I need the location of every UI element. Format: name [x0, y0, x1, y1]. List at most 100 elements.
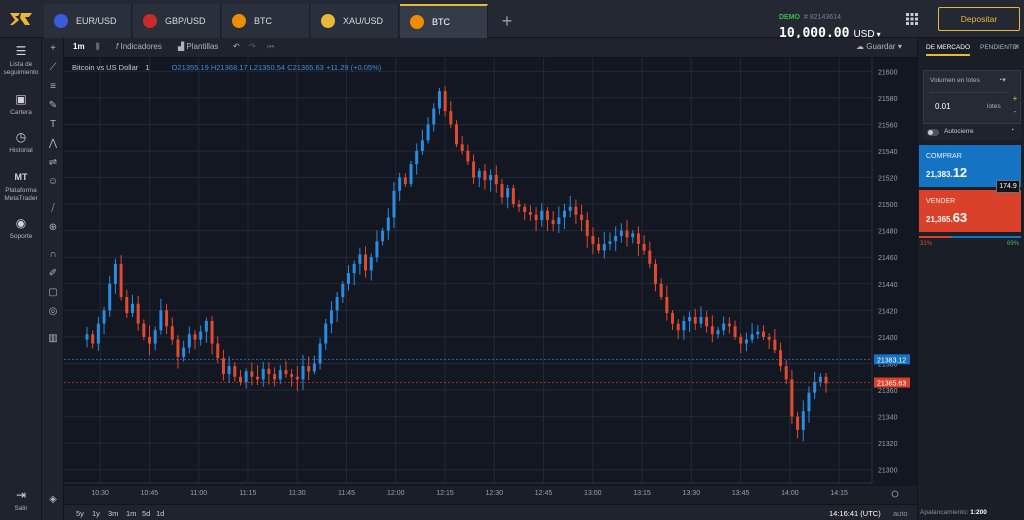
- briefcase-icon: ▣: [15, 92, 27, 106]
- timeframe-5d[interactable]: 5d: [142, 509, 151, 518]
- sentiment-bar: [919, 236, 1021, 238]
- autoclose-toggle[interactable]: [927, 129, 939, 136]
- text-tool-icon[interactable]: T: [49, 119, 57, 130]
- candle: [756, 331, 760, 335]
- auto-scale-toggle[interactable]: auto: [893, 509, 908, 518]
- chevron-down-icon: ▾: [876, 30, 881, 39]
- logout-button[interactable]: ⇥ Salir: [0, 488, 42, 513]
- interval-selector[interactable]: 1m: [73, 42, 85, 51]
- leverage-value: 1:200: [970, 509, 987, 516]
- close-panel-icon[interactable]: ✕: [1014, 44, 1020, 51]
- emoji-icon[interactable]: ☺: [47, 176, 59, 187]
- volume-input[interactable]: 0.01 lotes: [929, 92, 1009, 120]
- candle: [227, 366, 231, 375]
- candle: [608, 241, 612, 244]
- x-tick-label: 11:45: [338, 490, 355, 497]
- x-tick-label: 11:30: [289, 490, 306, 497]
- magnet-icon[interactable]: ∩: [49, 249, 57, 260]
- sell-price-pips: 63: [952, 210, 968, 225]
- candle: [432, 108, 436, 125]
- chart-area[interactable]: 21300 21320 21340 21360 21380 21400 21420 21440…: [64, 58, 917, 498]
- timeframe-1y[interactable]: 1y: [92, 509, 100, 518]
- tab-2[interactable]: BTC: [222, 4, 310, 38]
- candle: [580, 214, 584, 221]
- ruler-icon[interactable]: ⧸: [51, 203, 55, 214]
- candle: [130, 303, 134, 313]
- deposit-button[interactable]: Depositar: [938, 7, 1020, 31]
- decrease-icon[interactable]: -: [1013, 107, 1017, 116]
- x-tick-label: 14:15: [830, 490, 848, 497]
- trendline-icon[interactable]: ⟋: [49, 62, 57, 73]
- increase-icon[interactable]: +: [1012, 94, 1018, 103]
- candle: [85, 334, 89, 340]
- add-tab-button[interactable]: +: [501, 10, 513, 31]
- indicators-button[interactable]: f Indicadores: [116, 42, 162, 51]
- eye-icon[interactable]: ◎: [48, 306, 58, 317]
- pencil-lock-icon[interactable]: ✐: [48, 268, 58, 279]
- timeframe-5y[interactable]: 5y: [76, 509, 84, 518]
- candle: [597, 243, 601, 251]
- zoom-in-icon[interactable]: ⊕: [48, 222, 58, 233]
- nav-support[interactable]: ◉ Soporte: [0, 216, 42, 241]
- flag-icon: [410, 15, 424, 29]
- save-button[interactable]: ☁ Guardar ▾: [856, 42, 902, 51]
- candle: [557, 217, 561, 225]
- lock-icon[interactable]: ▢: [48, 287, 58, 298]
- candle: [790, 379, 794, 417]
- timeframe-1m[interactable]: 1m: [126, 509, 137, 518]
- bid-price-tag: [874, 377, 910, 388]
- layers-icon[interactable]: ◈: [49, 494, 57, 505]
- candle: [642, 243, 646, 251]
- tab-1[interactable]: GBP/USD: [133, 4, 221, 38]
- candle: [165, 310, 169, 327]
- undo-icon[interactable]: ↶: [233, 42, 240, 51]
- tab-3[interactable]: XAU/USD: [311, 4, 399, 38]
- account-balance[interactable]: DEMO # 82143614 10,000.00 USD ▾: [779, 6, 889, 41]
- nav-watchlist[interactable]: ☰ Lista de seguimiento: [0, 44, 42, 77]
- pattern-icon[interactable]: ⋀: [48, 138, 58, 149]
- rewind-icon[interactable]: ⏮: [267, 42, 275, 51]
- utc-clock[interactable]: 14:16:41 (UTC): [829, 509, 881, 518]
- x-tick-label: 13:45: [732, 490, 750, 497]
- measure-lines-icon[interactable]: ⇌: [48, 157, 58, 168]
- candle: [290, 374, 294, 377]
- candle: [335, 297, 339, 311]
- auto-scale-icon[interactable]: [891, 490, 899, 498]
- tab-market[interactable]: DE MERCADO: [926, 44, 971, 56]
- candle: [818, 376, 822, 383]
- candles-icon[interactable]: ⫼: [96, 42, 100, 51]
- help-icon[interactable]: ◔▾: [998, 77, 1006, 84]
- nav-portfolio[interactable]: ▣ Cartera: [0, 92, 42, 117]
- volume-stepper[interactable]: + -: [1010, 92, 1020, 120]
- tab-4[interactable]: BTC: [400, 4, 488, 38]
- nav-metatrader[interactable]: MT Plataforma MetaTrader: [0, 170, 42, 203]
- candle: [744, 339, 748, 344]
- help-icon[interactable]: ◔: [1010, 127, 1015, 134]
- candlestick-chart[interactable]: 21300 21320 21340 21360 21380 21400 21420 21440…: [64, 58, 917, 504]
- horizontal-lines-icon[interactable]: ≡: [50, 81, 56, 92]
- chart-info-bar: Bitcoin vs US Dollar 1 O21355.19 H21368.…: [72, 63, 381, 72]
- templates-button[interactable]: ▟ Plantillas: [178, 42, 218, 51]
- candle: [517, 204, 521, 207]
- buy-price-pips: 12: [952, 165, 968, 180]
- trash-icon[interactable]: ▥: [48, 333, 58, 344]
- candle: [119, 263, 123, 298]
- exness-logo-icon[interactable]: [6, 7, 36, 31]
- candle: [722, 323, 726, 331]
- flag-icon: [54, 14, 68, 28]
- candle: [159, 310, 163, 331]
- autoclose-row[interactable]: Autocierre ◔: [923, 124, 1021, 140]
- nav-history[interactable]: ◷ Historial: [0, 130, 42, 155]
- sell-button[interactable]: VENDER 21,365.63: [919, 190, 1021, 232]
- timeframe-1d[interactable]: 1d: [156, 509, 165, 518]
- candle: [142, 323, 146, 337]
- apps-grid-icon[interactable]: [906, 13, 918, 25]
- crosshair-icon[interactable]: +: [50, 43, 56, 54]
- redo-icon[interactable]: ↷: [249, 42, 256, 51]
- templates-icon: ▟: [178, 42, 185, 51]
- brush-icon[interactable]: ✎: [48, 100, 58, 111]
- timeframe-3m[interactable]: 3m: [108, 509, 119, 518]
- tab-pending[interactable]: PENDIENTE: [980, 44, 1018, 51]
- tab-0[interactable]: EUR/USD: [44, 4, 132, 38]
- timeframe-bar: 5y 1y 3m 1m 5d 1d 14:16:41 (UTC) auto: [64, 504, 917, 520]
